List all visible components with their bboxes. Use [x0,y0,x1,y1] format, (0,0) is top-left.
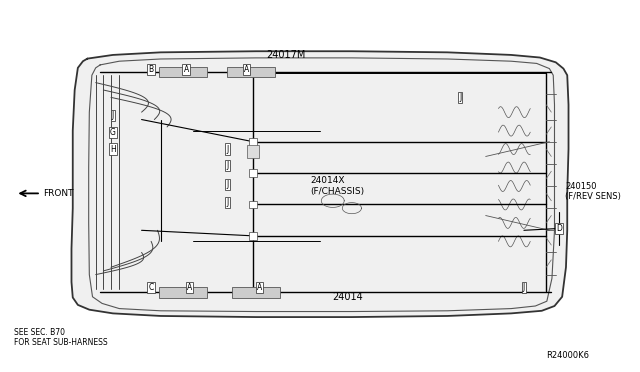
Text: B: B [148,65,154,74]
Polygon shape [72,51,568,317]
Text: J: J [227,180,228,189]
Text: J: J [227,198,228,207]
Text: 24017M: 24017M [266,50,305,60]
Bar [227,67,275,77]
Bar [249,169,257,177]
Bar [249,232,257,240]
Text: J: J [523,283,525,292]
Text: 240150
(F/REV SENS): 240150 (F/REV SENS) [565,182,621,201]
Text: H: H [110,145,116,154]
Bar [249,201,257,208]
Text: J: J [227,161,228,170]
Text: C: C [148,283,154,292]
Text: A: A [187,283,192,292]
Text: J: J [459,93,461,102]
Text: 24014X
(F/CHASSIS): 24014X (F/CHASSIS) [310,176,365,196]
Text: A: A [244,65,250,74]
Text: J: J [112,111,114,121]
Text: A: A [184,65,189,74]
Text: SEE SEC. B70
FOR SEAT SUB-HARNESS: SEE SEC. B70 FOR SEAT SUB-HARNESS [14,328,108,347]
Bar [247,145,259,158]
Text: A: A [257,283,262,292]
Text: D: D [556,224,562,233]
Bar [232,287,280,298]
Text: FRONT: FRONT [43,189,74,198]
Text: J: J [227,145,228,154]
Text: 24014: 24014 [333,292,364,302]
Bar [159,67,207,77]
Text: G: G [110,128,116,137]
Text: R24000K6: R24000K6 [546,351,589,360]
Bar [249,138,257,145]
Bar [159,287,207,298]
